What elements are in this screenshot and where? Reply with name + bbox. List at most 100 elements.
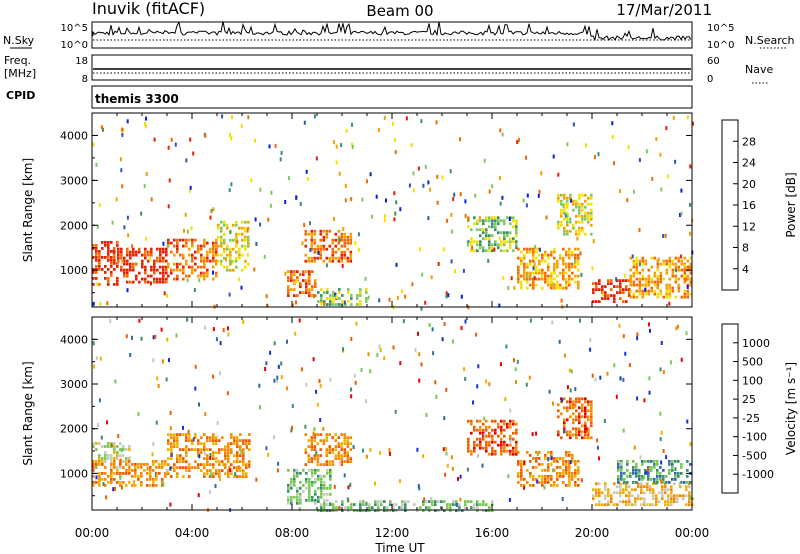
echo-cell <box>584 397 587 401</box>
echo-cell <box>629 268 633 272</box>
echo-cell <box>120 253 123 257</box>
echo-cell <box>248 448 251 451</box>
echo-cell <box>152 358 155 363</box>
echo-cell <box>313 229 317 233</box>
echo-cell <box>632 274 636 278</box>
echo-cell <box>259 405 261 410</box>
echo-cell <box>497 425 500 429</box>
echo-cell <box>156 376 159 381</box>
echo-cell <box>449 169 452 174</box>
echo-cell <box>314 471 317 475</box>
echo-cell <box>146 463 149 466</box>
echo-cell <box>557 403 560 407</box>
echo-cell <box>221 436 224 439</box>
echo-cell <box>101 472 104 475</box>
echo-cell <box>557 220 560 224</box>
echo-cell <box>565 451 568 454</box>
echo-cell <box>95 475 98 480</box>
echo-cell <box>569 460 572 464</box>
echo-cell <box>320 480 323 484</box>
echo-cell <box>476 222 479 226</box>
echo-cell <box>359 506 362 509</box>
echo-cell <box>457 476 459 481</box>
echo-cell <box>613 363 616 368</box>
echo-cell <box>218 472 221 475</box>
echo-cell <box>120 250 123 254</box>
echo-cell <box>617 469 620 472</box>
echo-cell <box>445 387 448 392</box>
echo-cell <box>215 244 218 248</box>
echo-cell <box>544 250 547 254</box>
echo-cell <box>341 500 344 503</box>
echo-cell <box>592 497 595 501</box>
echo-cell <box>366 179 368 184</box>
echo-cell <box>337 454 341 457</box>
echo-cell <box>686 292 690 296</box>
echo-cell <box>287 489 290 493</box>
echo-cell <box>641 289 645 293</box>
echo-cell <box>425 506 428 509</box>
echo-cell <box>359 509 362 512</box>
echo-cell <box>479 219 482 223</box>
echo-cell <box>562 271 565 275</box>
echo-cell <box>224 454 227 457</box>
echo-cell <box>662 259 666 263</box>
echo-cell <box>500 440 503 444</box>
echo-cell <box>296 495 299 499</box>
echo-cell <box>241 238 244 242</box>
echo-cell <box>144 253 147 257</box>
echo-cell <box>526 451 529 454</box>
echo-cell <box>357 232 360 237</box>
echo-cell <box>224 448 227 451</box>
echo-cell <box>313 457 317 460</box>
echo-cell <box>116 457 119 460</box>
echo-cell <box>315 389 318 394</box>
echo-cell <box>509 439 512 444</box>
echo-cell <box>347 485 350 490</box>
echo-band <box>167 238 218 281</box>
echo-cell <box>482 428 485 432</box>
echo-cell <box>532 277 535 281</box>
echo-cell <box>628 500 631 504</box>
echo-cell <box>626 481 629 484</box>
echo-cell <box>204 325 207 330</box>
echo-cell <box>550 271 553 275</box>
echo-cell <box>538 253 541 257</box>
echo-cell <box>562 262 565 266</box>
echo-cell <box>686 259 690 263</box>
echo-cell <box>638 469 641 472</box>
echo-cell <box>236 475 239 478</box>
echo-cell <box>235 250 238 254</box>
echo-cell <box>132 250 135 254</box>
echo-cell <box>488 249 491 253</box>
echo-cell <box>185 241 188 245</box>
echo-cell <box>191 244 194 248</box>
echo-cell <box>230 436 233 439</box>
echo-cell <box>212 475 215 478</box>
echo-cell <box>622 300 625 303</box>
echo-band <box>592 482 694 507</box>
echo-cell <box>331 241 335 245</box>
echo-cell <box>584 232 587 236</box>
echo-cell <box>541 268 544 272</box>
echo-cell <box>557 430 560 434</box>
echo-cell <box>622 491 625 495</box>
echo-cell <box>166 243 169 248</box>
echo-cell <box>305 169 308 174</box>
scatter-echoes <box>92 317 692 513</box>
echo-cell <box>293 279 296 282</box>
echo-cell <box>427 216 430 221</box>
echo-cell <box>290 498 293 502</box>
echo-cell <box>689 280 693 284</box>
echo-cell <box>613 491 616 495</box>
echo-cell <box>320 495 323 499</box>
echo-cell <box>223 223 226 227</box>
echo-cell <box>547 277 550 281</box>
echo-cell <box>132 480 135 485</box>
echo-cell <box>587 433 590 437</box>
echo-cell <box>214 484 217 489</box>
echo-cell <box>300 367 303 372</box>
echo-cell <box>287 270 290 273</box>
echo-cell <box>168 358 170 363</box>
echo-cell <box>601 297 604 300</box>
